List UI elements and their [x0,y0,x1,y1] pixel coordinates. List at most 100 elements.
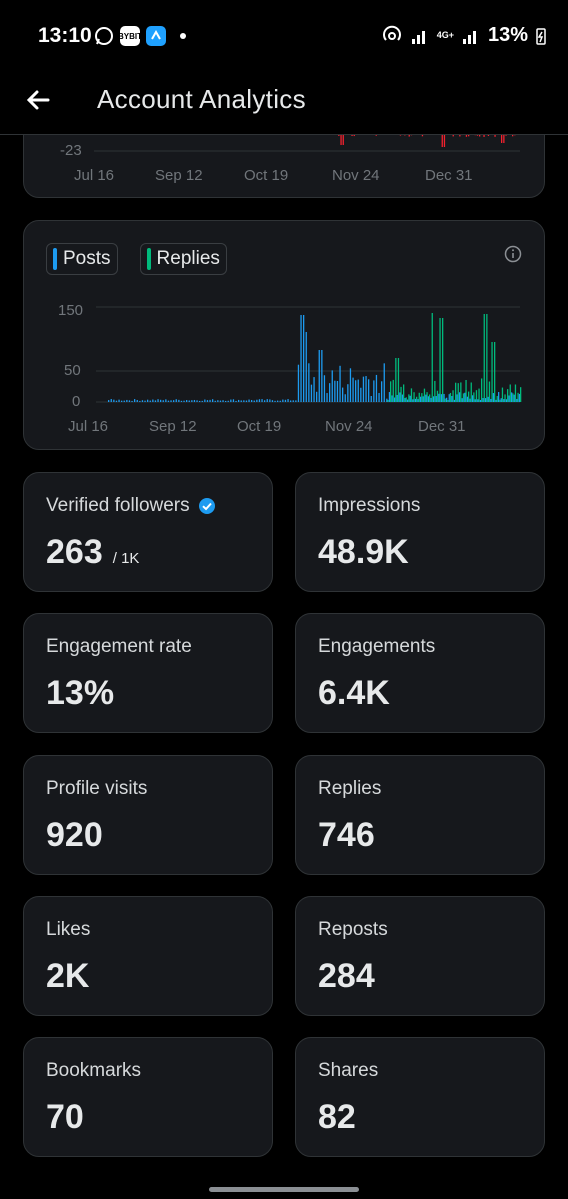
posts-bar [469,398,471,402]
posts-bar [141,400,144,402]
stat-impressions[interactable]: Impressions 48.9K [295,472,545,592]
replies-bar [496,395,498,402]
replies-bar [413,392,415,402]
posts-bar [308,363,310,402]
posts-bar [149,400,151,402]
replies-bar [421,393,423,402]
x-tick: Oct 19 [237,418,282,435]
replies-bar [462,393,465,402]
posts-bar [404,398,406,402]
replies-bar [452,390,454,402]
replies-bar [520,387,522,402]
posts-bar [461,398,463,402]
posts-bar [284,399,287,402]
posts-bar [214,400,216,402]
stat-value: 920 [46,816,103,854]
posts-bar [191,400,193,402]
home-indicator[interactable] [209,1187,359,1192]
activity-chart [96,306,522,403]
posts-bar [147,399,149,402]
posts-bar [134,399,136,402]
followers-bar [340,129,342,145]
stat-bookmarks[interactable]: Bookmarks 70 [23,1037,273,1157]
stat-label: Likes [46,919,91,940]
posts-bar [264,400,266,402]
posts-bar [253,400,255,402]
posts-bar [492,393,495,402]
replies-bar [416,396,418,402]
stat-verified-followers[interactable]: Verified followers 263 / 1K [23,472,273,592]
stat-label: Reposts [318,919,388,940]
replies-bar [517,392,519,402]
replies-bar [512,393,514,402]
posts-bar [123,400,125,402]
posts-bar [427,396,430,402]
replies-bar [395,358,397,402]
posts-bar [248,399,250,402]
stat-label: Replies [318,778,382,799]
posts-bar [271,400,274,402]
y-tick: 150 [58,302,84,319]
replies-bar [460,382,462,402]
posts-bar [339,365,341,402]
replies-bar [405,397,407,402]
posts-bar [448,394,450,402]
posts-bar [435,396,437,402]
posts-bar [136,399,138,402]
posts-bar [417,399,419,402]
replies-bar [465,380,467,402]
posts-bar [318,350,320,402]
stat-replies[interactable]: Replies 746 [295,755,545,875]
replies-bar [434,380,436,402]
replies-bar [507,389,509,402]
posts-bar [414,398,417,402]
stat-engagements[interactable]: Engagements 6.4K [295,613,545,733]
back-arrow-icon[interactable] [22,84,54,116]
posts-bar [193,399,196,402]
replies-bar [486,314,488,402]
posts-bar [108,400,110,402]
stat-likes[interactable]: Likes 2K [23,896,273,1016]
posts-bar [154,400,157,402]
posts-bar [279,400,281,402]
posts-bar [394,397,396,402]
followers-bar [441,129,443,147]
x-tick: Nov 24 [332,167,380,184]
posts-bar [368,379,370,402]
posts-bar [459,392,461,402]
posts-bar [446,397,448,402]
posts-bar [162,400,164,402]
replies-bar [397,358,400,402]
posts-bar [157,399,159,402]
replies-bar [455,382,457,402]
legend-posts[interactable]: Posts [46,243,118,275]
app-header: Account Analytics [0,70,568,135]
posts-bar [269,399,271,402]
info-icon[interactable] [504,245,522,263]
x-tick: Jul 16 [68,418,109,435]
posts-bar [505,399,508,402]
posts-bar [355,380,357,402]
replies-bar [444,398,446,402]
legend-replies[interactable]: Replies [139,243,227,275]
bybit-icon: BYBIT [118,26,142,46]
posts-bar [466,396,469,402]
stat-shares[interactable]: Shares 82 [295,1037,545,1157]
posts-bar [342,387,344,402]
posts-bar [331,370,333,402]
x-tick: Dec 31 [425,167,473,184]
followers-bar [342,129,344,145]
posts-bar [313,377,315,402]
posts-bar [407,399,409,402]
stat-profile-visits[interactable]: Profile visits 920 [23,755,273,875]
replies-swatch [146,248,151,270]
x-tick: Nov 24 [325,418,373,435]
stat-engagement-rate[interactable]: Engagement rate 13% [23,613,273,733]
replies-bar [408,394,410,402]
replies-bar [447,399,449,402]
posts-bar [412,399,414,402]
posts-bar [378,392,380,402]
replies-bar [473,392,475,402]
posts-bar [173,400,175,402]
stat-reposts[interactable]: Reposts 284 [295,896,545,1016]
